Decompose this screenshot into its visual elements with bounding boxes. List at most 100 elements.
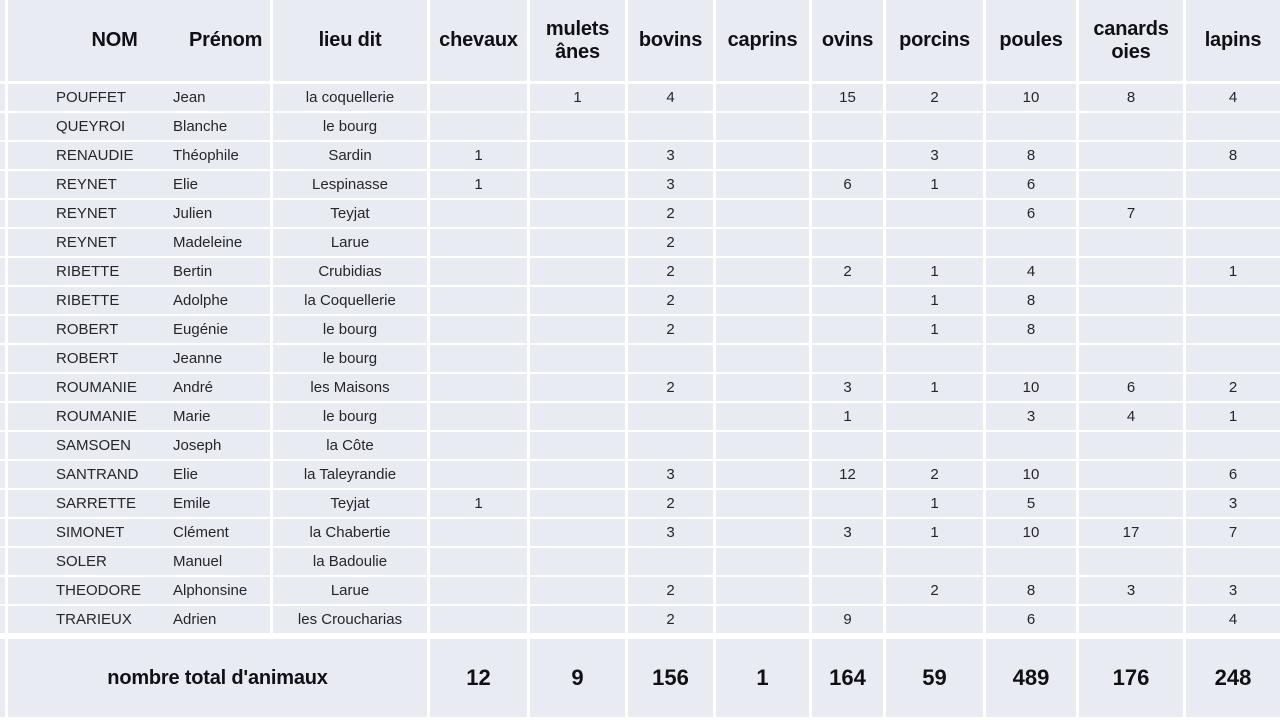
ovins-count-cell — [812, 577, 886, 606]
mulets-anes-count-cell — [530, 345, 628, 374]
bovins-count-cell: 2 — [628, 374, 716, 403]
poules-count-cell: 6 — [986, 200, 1079, 229]
bovins-count-cell: 2 — [628, 490, 716, 519]
lieu-dit-cell: Crubidias — [273, 258, 430, 287]
mulets-anes-count-cell — [530, 432, 628, 461]
firstname: Joseph — [173, 437, 222, 454]
lieu-dit-cell: Lespinasse — [273, 171, 430, 200]
header-mulets-anes-label: mulets ânes — [530, 0, 628, 84]
canards-oies-count-cell — [1079, 461, 1186, 490]
caprins-count-cell — [716, 142, 812, 171]
canards-oies-count-cell — [1079, 287, 1186, 316]
lapins-count-cell: 4 — [1186, 606, 1280, 635]
firstname: Elie — [173, 176, 199, 193]
lapins-count-cell: 3 — [1186, 490, 1280, 519]
porcins-count-cell — [886, 113, 986, 142]
caprins-count-cell — [716, 84, 812, 113]
firstname: Clément — [173, 524, 229, 541]
mulets-anes-count-cell — [530, 171, 628, 200]
chevaux-count-cell — [430, 258, 530, 287]
poules-count-cell: 6 — [986, 171, 1079, 200]
firstname: Adrien — [173, 611, 217, 628]
left-sliver-cell — [0, 229, 8, 258]
bovins-count-cell — [628, 548, 716, 577]
person-cell: SIMONET Clément — [8, 519, 273, 548]
left-sliver-cell — [0, 519, 8, 548]
poules-count-cell — [986, 548, 1079, 577]
poules-count-cell: 8 — [986, 316, 1079, 345]
canards-oies-count-cell: 4 — [1079, 403, 1186, 432]
bovins-count-cell: 2 — [628, 200, 716, 229]
firstname: Elie — [173, 466, 199, 483]
surname: SARRETTE — [56, 495, 137, 512]
surname: REYNET — [56, 205, 117, 222]
mulets-anes-count-cell — [530, 229, 628, 258]
firstname: Emile — [173, 495, 211, 512]
bovins-count-cell: 3 — [628, 142, 716, 171]
porcins-count-cell — [886, 403, 986, 432]
lieu-dit-cell: Sardin — [273, 142, 430, 171]
total-mulets-anes: 9 — [530, 635, 628, 720]
ovins-count-cell: 6 — [812, 171, 886, 200]
person-cell: TRARIEUX Adrien — [8, 606, 273, 635]
ovins-count-cell — [812, 142, 886, 171]
lapins-count-cell: 1 — [1186, 403, 1280, 432]
lieu-dit-cell: les Maisons — [273, 374, 430, 403]
porcins-count-cell: 1 — [886, 490, 986, 519]
bovins-count-cell: 3 — [628, 171, 716, 200]
caprins-count-cell — [716, 403, 812, 432]
mulets-anes-count-cell — [530, 258, 628, 287]
lapins-count-cell — [1186, 287, 1280, 316]
poules-count-cell: 10 — [986, 461, 1079, 490]
firstname: Marie — [173, 408, 211, 425]
ovins-count-cell — [812, 316, 886, 345]
caprins-count-cell — [716, 606, 812, 635]
ovins-count-cell: 12 — [812, 461, 886, 490]
chevaux-count-cell — [430, 606, 530, 635]
caprins-count-cell — [716, 519, 812, 548]
ovins-count-cell: 1 — [812, 403, 886, 432]
person-cell: SARRETTE Emile — [8, 490, 273, 519]
lapins-count-cell: 6 — [1186, 461, 1280, 490]
porcins-count-cell: 2 — [886, 577, 986, 606]
lapins-count-cell — [1186, 548, 1280, 577]
total-poules: 489 — [986, 635, 1079, 720]
lieu-dit-cell: Teyjat — [273, 490, 430, 519]
surname: SAMSOEN — [56, 437, 132, 454]
header-lieu-dit-label: lieu dit — [273, 0, 430, 84]
caprins-count-cell — [716, 461, 812, 490]
chevaux-count-cell — [430, 374, 530, 403]
surname: ROUMANIE — [56, 379, 137, 396]
ovins-count-cell — [812, 345, 886, 374]
caprins-count-cell — [716, 577, 812, 606]
person-cell: REYNET Julien — [8, 200, 273, 229]
total-chevaux: 12 — [430, 635, 530, 720]
mulets-anes-count-cell — [530, 403, 628, 432]
lieu-dit-cell: la Badoulie — [273, 548, 430, 577]
header-caprins-label: caprins — [716, 0, 812, 84]
ovins-count-cell: 2 — [812, 258, 886, 287]
canards-oies-count-cell — [1079, 113, 1186, 142]
left-sliver-cell — [0, 316, 8, 345]
caprins-count-cell — [716, 229, 812, 258]
chevaux-count-cell — [430, 200, 530, 229]
canards-oies-count-cell — [1079, 432, 1186, 461]
firstname: Blanche — [173, 118, 228, 135]
firstname: Bertin — [173, 263, 213, 280]
canards-oies-count-cell: 17 — [1079, 519, 1186, 548]
lieu-dit-cell: le bourg — [273, 316, 430, 345]
porcins-count-cell: 1 — [886, 258, 986, 287]
porcins-count-cell — [886, 432, 986, 461]
caprins-count-cell — [716, 374, 812, 403]
person-cell: RIBETTE Bertin — [8, 258, 273, 287]
poules-count-cell — [986, 113, 1079, 142]
surname: ROBERT — [56, 321, 119, 338]
bovins-count-cell: 2 — [628, 577, 716, 606]
surname: SANTRAND — [56, 466, 139, 483]
surname: ROUMANIE — [56, 408, 137, 425]
chevaux-count-cell — [430, 287, 530, 316]
poules-count-cell: 8 — [986, 577, 1079, 606]
total-canards-oies: 176 — [1079, 635, 1186, 720]
person-cell: THEODORE Alphonsine — [8, 577, 273, 606]
chevaux-count-cell — [430, 432, 530, 461]
